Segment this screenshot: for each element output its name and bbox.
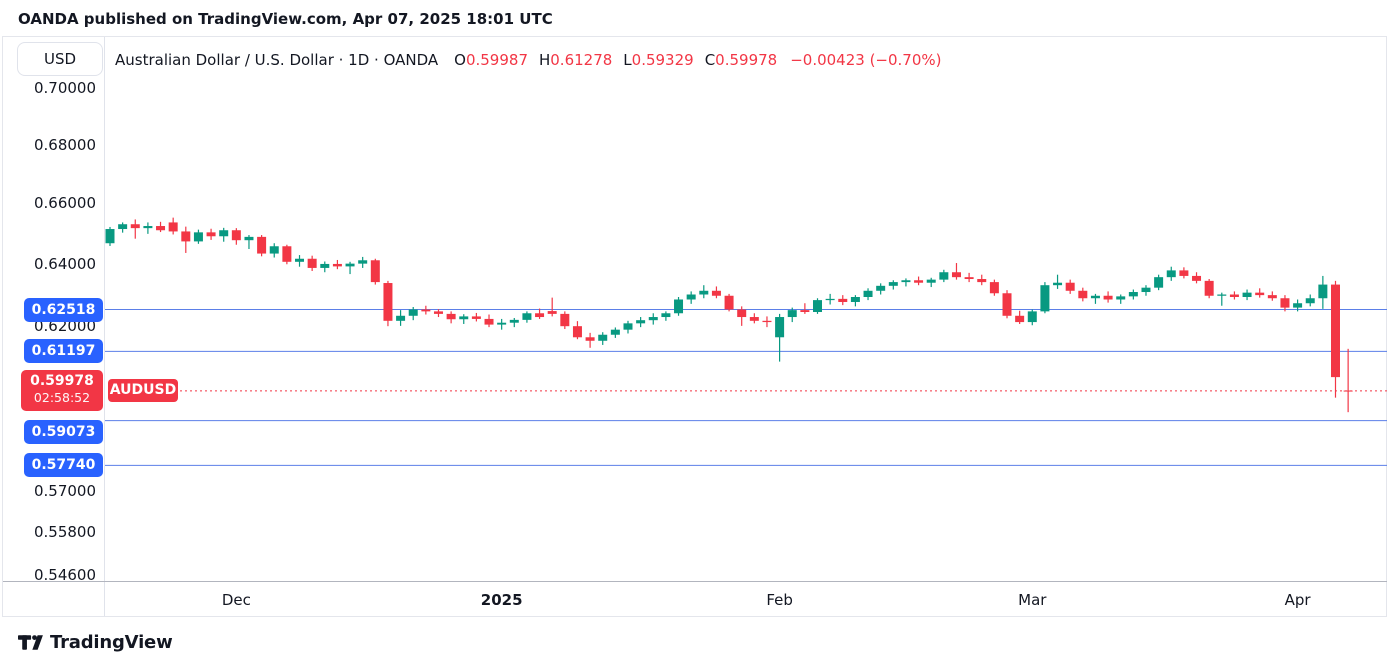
currency-toggle-button[interactable]: USD — [17, 42, 103, 76]
price-axis-separator — [104, 37, 105, 616]
change-value: −0.00423 (−0.70%) — [790, 50, 942, 69]
publish-header: OANDA published on TradingView.com, Apr … — [18, 10, 553, 28]
footer: TradingView — [18, 632, 173, 653]
ohlc-low: L0.59329 — [623, 50, 694, 69]
ohlc-close: C0.59978 — [704, 50, 778, 69]
ohlc-values: O0.59987 H0.61278 L0.59329 C0.59978 — [454, 51, 788, 69]
candles[interactable] — [105, 217, 1353, 413]
tradingview-logo-text[interactable]: TradingView — [50, 632, 173, 653]
current-price-value: 0.59978 — [30, 373, 94, 390]
ohlc-high: H0.61278 — [538, 50, 613, 69]
current-price-badge: 0.59978 02:58:52 — [21, 370, 103, 412]
price-lines — [105, 309, 1387, 466]
chart-legend: Australian Dollar / U.S. Dollar · 1D · O… — [115, 50, 942, 69]
bar-countdown: 02:58:52 — [33, 390, 91, 406]
tradingview-logo-icon[interactable] — [18, 635, 43, 650]
symbol-title[interactable]: Australian Dollar / U.S. Dollar · 1D · O… — [115, 50, 439, 69]
ohlc-open: O0.59987 — [454, 50, 528, 69]
symbol-price-tag[interactable]: AUDUSD — [108, 378, 178, 402]
time-axis-separator — [3, 581, 1387, 582]
